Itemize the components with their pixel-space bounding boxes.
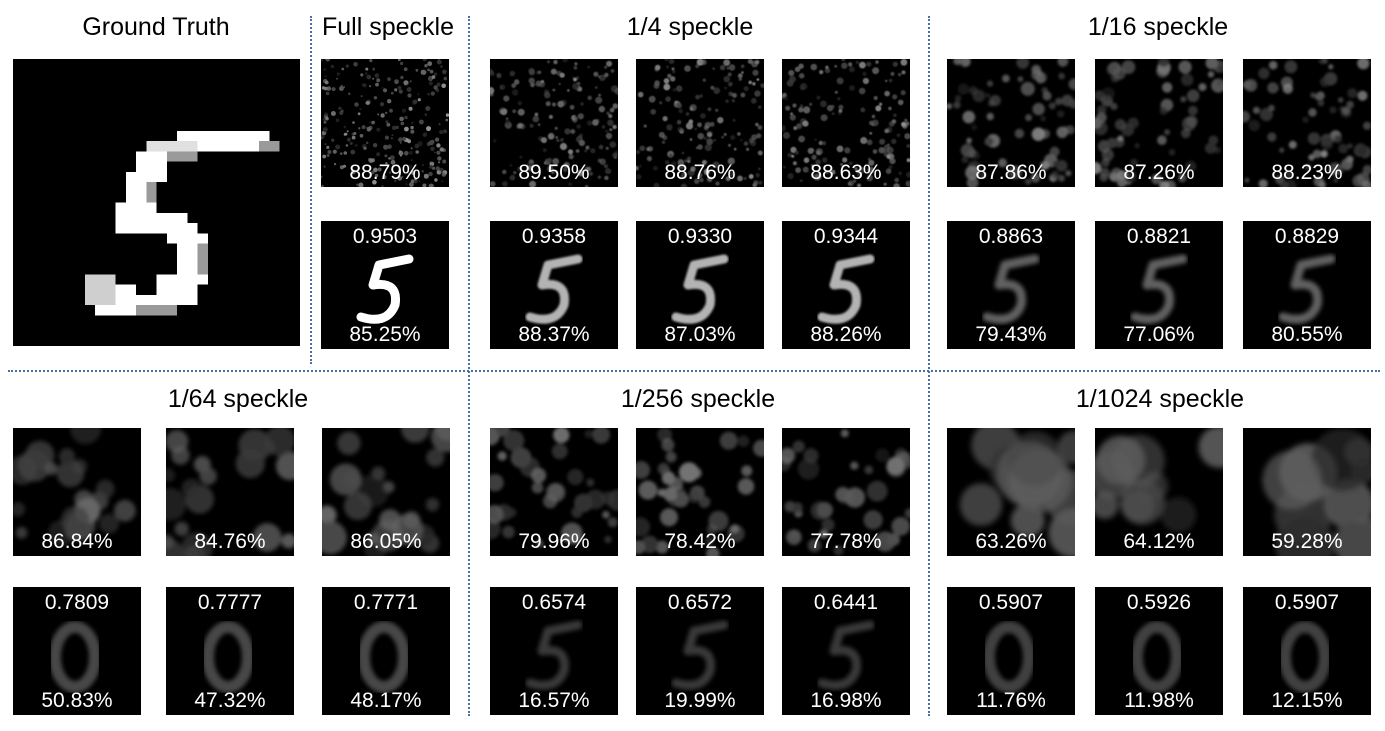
reconstruction-image: 0.6574 16.57% [490,587,618,715]
ssim-label: 0.9358 [521,225,587,248]
title-256th-speckle: 1/256 speckle [620,385,776,413]
speckle-image: 86.05% [322,428,450,556]
speckle-image: 88.79% [321,59,449,187]
ssim-label: 0.8821 [1126,225,1192,248]
reconstruction-image: 0.8829 80.55% [1243,221,1371,349]
speckle-accuracy-label: 63.26% [975,530,1047,553]
ssim-label: 0.5907 [1274,591,1340,614]
speckle-accuracy-label: 88.76% [664,161,736,184]
separator-horizontal [8,370,1380,372]
reconstruction-accuracy-label: 11.98% [1124,689,1194,712]
ssim-label: 0.9330 [667,225,733,248]
speckle-accuracy-label: 78.42% [664,530,736,553]
reconstruction-accuracy-label: 16.57% [518,689,590,712]
separator-vertical [928,16,930,716]
separator-vertical [468,16,470,716]
reconstruction-accuracy-label: 79.43% [975,323,1047,346]
ssim-label: 0.9344 [813,225,879,248]
speckle-accuracy-label: 84.76% [194,530,266,553]
speckle-accuracy-label: 88.79% [349,161,421,184]
speckle-image: 88.23% [1243,59,1371,187]
title-64th-speckle: 1/64 speckle [167,385,309,413]
ssim-label: 0.7777 [197,591,263,614]
speckle-image: 63.26% [947,428,1075,556]
reconstruction-image: 0.7777 47.32% [166,587,294,715]
separator-vertical [310,16,312,364]
ssim-label: 0.6441 [813,591,879,614]
reconstruction-image: 0.9330 87.03% [636,221,764,349]
ssim-label: 0.8829 [1274,225,1340,248]
title-quarter-speckle: 1/4 speckle [626,13,754,41]
title-full-speckle: Full speckle [322,13,454,41]
speckle-image: 86.84% [13,428,141,556]
speckle-accuracy-label: 88.63% [810,161,882,184]
reconstruction-image: 0.8863 79.43% [947,221,1075,349]
speckle-accuracy-label: 59.28% [1271,530,1343,553]
speckle-image: 79.96% [490,428,618,556]
reconstruction-image: 0.9344 88.26% [782,221,910,349]
ssim-label: 0.7771 [353,591,419,614]
title-ground-truth: Ground Truth [82,13,230,41]
reconstruction-accuracy-label: 85.25% [349,323,421,346]
reconstruction-accuracy-label: 88.37% [518,323,590,346]
reconstruction-image: 0.5907 12.15% [1243,587,1371,715]
reconstruction-accuracy-label: 80.55% [1271,323,1343,346]
speckle-image: 87.86% [947,59,1075,187]
reconstruction-image: 0.5926 11.98% [1095,587,1223,715]
reconstruction-image: 0.7809 50.83% [13,587,141,715]
speckle-accuracy-label: 77.78% [810,530,882,553]
speckle-image: 78.42% [636,428,764,556]
speckle-accuracy-label: 89.50% [518,161,590,184]
speckle-accuracy-label: 87.86% [975,161,1047,184]
reconstruction-accuracy-label: 12.15% [1271,689,1343,712]
reconstruction-image: 0.6441 16.98% [782,587,910,715]
speckle-accuracy-label: 86.05% [350,530,422,553]
ssim-label: 0.5907 [978,591,1044,614]
speckle-accuracy-label: 64.12% [1123,530,1195,553]
speckle-accuracy-label: 79.96% [518,530,590,553]
reconstruction-accuracy-label: 19.99% [664,689,736,712]
speckle-accuracy-label: 86.84% [41,530,113,553]
ssim-label: 0.8863 [978,225,1044,248]
speckle-image: 89.50% [490,59,618,187]
ground-truth-image [13,59,300,346]
title-sixteenth-speckle: 1/16 speckle [1087,13,1229,41]
reconstruction-accuracy-label: 16.98% [810,689,882,712]
reconstruction-accuracy-label: 87.03% [664,323,736,346]
reconstruction-accuracy-label: 47.32% [194,689,266,712]
ssim-label: 0.6574 [521,591,587,614]
ssim-label: 0.7809 [44,591,110,614]
speckle-image: 64.12% [1095,428,1223,556]
reconstruction-image: 0.9503 85.25% [321,221,449,349]
title-1024th-speckle: 1/1024 speckle [1075,385,1245,413]
reconstruction-accuracy-label: 77.06% [1123,323,1195,346]
speckle-image: 59.28% [1243,428,1371,556]
speckle-image: 88.63% [782,59,910,187]
reconstruction-image: 0.6572 19.99% [636,587,764,715]
speckle-image: 84.76% [166,428,294,556]
ssim-label: 0.5926 [1126,591,1192,614]
reconstruction-accuracy-label: 88.26% [810,323,882,346]
reconstruction-accuracy-label: 48.17% [350,689,422,712]
reconstruction-image: 0.7771 48.17% [322,587,450,715]
reconstruction-image: 0.9358 88.37% [490,221,618,349]
speckle-accuracy-label: 88.23% [1271,161,1343,184]
speckle-accuracy-label: 87.26% [1123,161,1195,184]
reconstruction-accuracy-label: 11.76% [976,689,1046,712]
reconstruction-image: 0.5907 11.76% [947,587,1075,715]
reconstruction-image: 0.8821 77.06% [1095,221,1223,349]
ssim-label: 0.6572 [667,591,733,614]
speckle-image: 88.76% [636,59,764,187]
reconstruction-accuracy-label: 50.83% [41,689,113,712]
ssim-label: 0.9503 [352,225,418,248]
speckle-image: 77.78% [782,428,910,556]
speckle-image: 87.26% [1095,59,1223,187]
